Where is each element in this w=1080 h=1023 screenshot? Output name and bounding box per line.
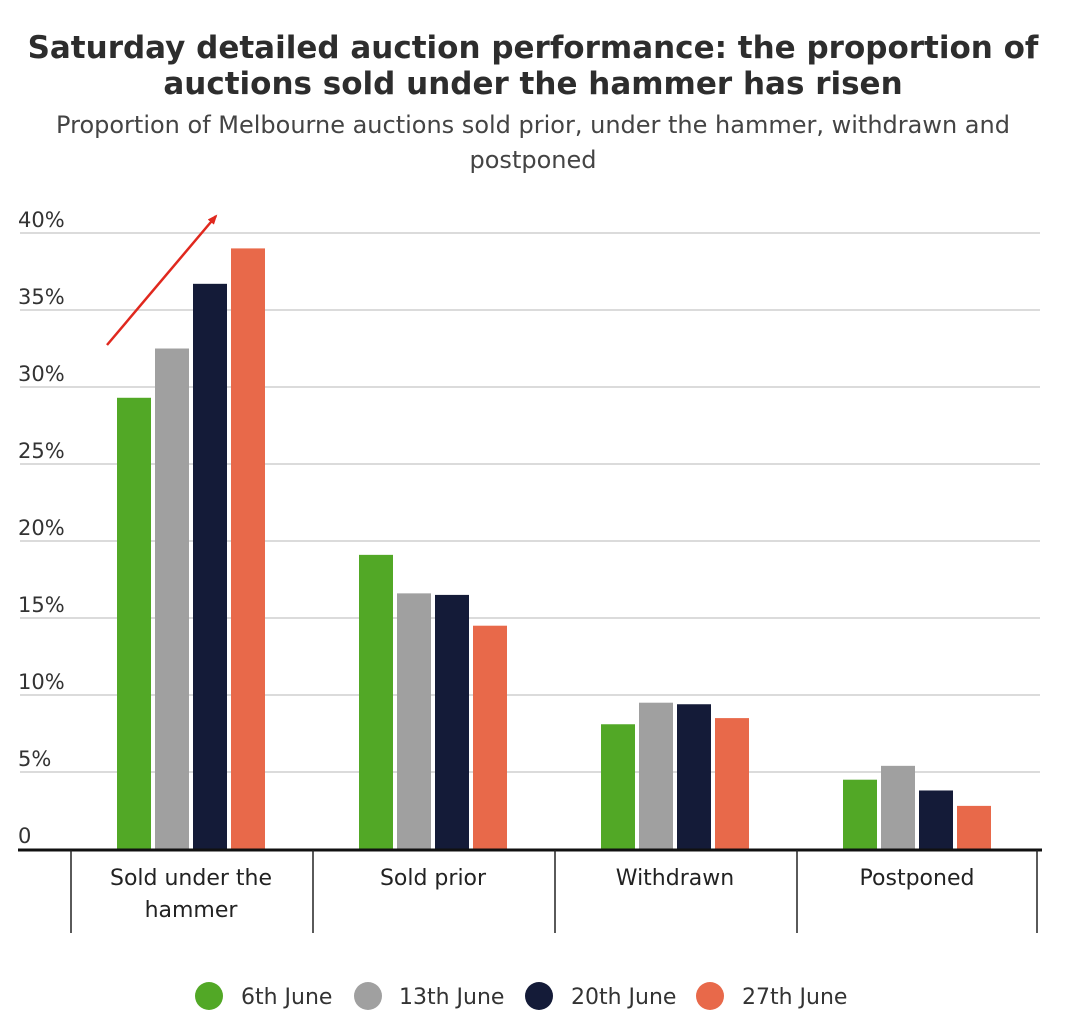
- bar-13th-june: [639, 702, 673, 849]
- bar-20th-june: [919, 790, 953, 849]
- legend-swatch-27th-june: [696, 982, 724, 1010]
- bar-6th-june: [843, 779, 877, 849]
- y-tick-label: 20%: [18, 516, 65, 540]
- bars: [117, 248, 991, 849]
- bar-27th-june: [715, 718, 749, 849]
- y-tick-label: 15%: [18, 593, 65, 617]
- y-tick-label: 10%: [18, 670, 65, 694]
- y-tick-label: 35%: [18, 285, 65, 309]
- trend-arrow: [106, 214, 218, 346]
- bar-27th-june: [957, 805, 991, 849]
- category-label: Postponed: [860, 866, 975, 891]
- y-tick-label: 30%: [18, 362, 65, 386]
- legend-label: 20th June: [571, 985, 676, 1010]
- legend-label: 27th June: [742, 985, 847, 1010]
- y-tick-label: 25%: [18, 439, 65, 463]
- gridlines: [20, 232, 1040, 773]
- legend-swatch-13th-june: [354, 982, 382, 1010]
- category-label: Sold prior: [380, 866, 487, 891]
- bar-20th-june: [193, 283, 227, 849]
- bar-6th-june: [117, 397, 151, 849]
- bar-20th-june: [435, 594, 469, 849]
- x-axis: [18, 848, 1042, 933]
- category-labels: Sold under the hammer Sold prior Withdrawn P…: [110, 866, 974, 923]
- bar-20th-june: [677, 704, 711, 849]
- trend-annotation: [106, 214, 218, 346]
- category-label: hammer: [145, 898, 239, 923]
- bar-27th-june: [473, 625, 507, 849]
- bar-6th-june: [359, 554, 393, 849]
- y-tick-label: 40%: [18, 208, 65, 232]
- bar-27th-june: [231, 248, 265, 849]
- bar-13th-june: [881, 765, 915, 849]
- chart-title: Saturday detailed auction performance: t…: [27, 30, 1039, 102]
- chart-subtitle: Proportion of Melbourne auctions sold pr…: [56, 111, 1010, 174]
- category-label: Sold under the: [110, 866, 272, 891]
- bar-13th-june: [155, 348, 189, 849]
- bar-13th-june: [397, 593, 431, 849]
- legend-label: 13th June: [399, 985, 504, 1010]
- y-tick-label: 5%: [18, 747, 51, 771]
- bar-6th-june: [601, 724, 635, 849]
- legend-label: 6th June: [241, 985, 332, 1010]
- category-label: Withdrawn: [616, 866, 734, 891]
- y-axis-ticks: 0 5% 10% 15% 20% 25% 30% 35% 40%: [18, 208, 65, 848]
- legend-swatch-6th-june: [195, 982, 223, 1010]
- legend: 6th June 13th June 20th June 27th June: [195, 982, 847, 1010]
- legend-swatch-20th-june: [525, 982, 553, 1010]
- y-tick-label: 0: [18, 824, 31, 848]
